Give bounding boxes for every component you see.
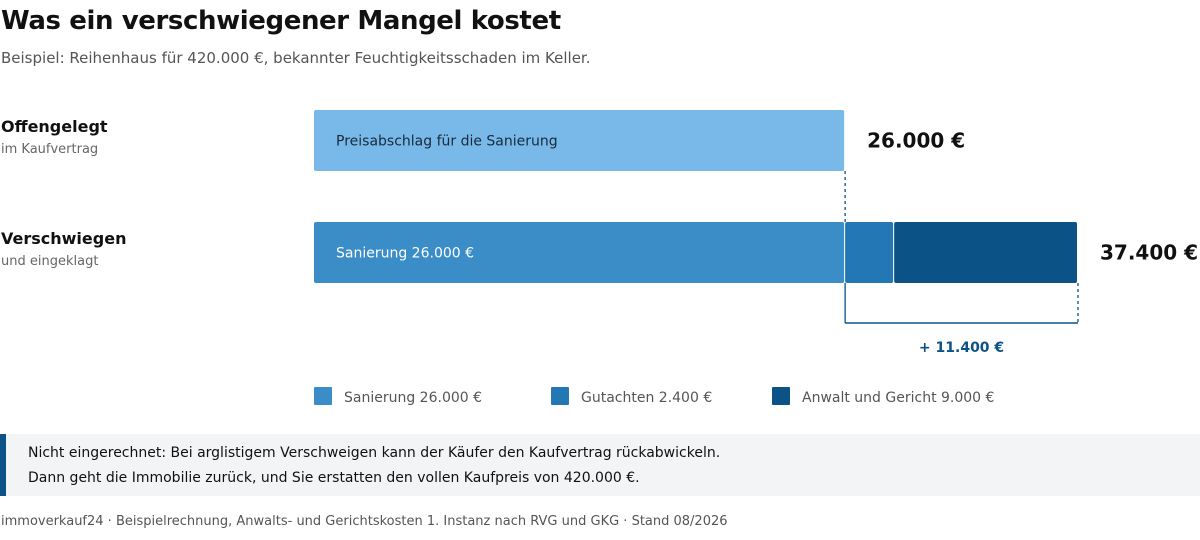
row-label-main: Verschwiegen	[1, 229, 127, 248]
bar-segment	[894, 222, 1077, 283]
row-label-sub: im Kaufvertrag	[1, 142, 99, 157]
bar-inner-label: Preisabschlag für die Sanierung	[336, 134, 558, 150]
legend-label: Anwalt und Gericht 9.000 €	[802, 390, 994, 406]
legend-label: Gutachten 2.400 €	[581, 390, 712, 406]
legend-swatch	[314, 387, 332, 405]
chart-subtitle: Beispiel: Reihenhaus für 420.000 €, beka…	[1, 49, 591, 67]
bar-segment	[314, 110, 845, 171]
cost-chart: Preisabschlag für die Sanierung 26.000 € S…	[314, 110, 1198, 406]
bar-segment	[314, 222, 845, 283]
total-value-label: 37.400 €	[1100, 241, 1198, 265]
chart-title: Was ein verschwiegener Mangel kostet	[1, 6, 561, 36]
total-value-label: 26.000 €	[867, 129, 965, 153]
legend-swatch	[551, 387, 569, 405]
note-box: Nicht eingerechnet: Bei arglistigem Vers…	[0, 434, 1200, 496]
row-label-sub: und eingeklagt	[1, 254, 99, 269]
row-label-offengelegt: Offengelegt im Kaufvertrag	[1, 117, 108, 157]
legend-label: Sanierung 26.000 €	[344, 390, 482, 406]
legend-swatch	[772, 387, 790, 405]
row-label-main: Offengelegt	[1, 117, 108, 136]
note-line-2: Dann geht die Immobilie zurück, und Sie …	[28, 470, 640, 486]
note-line-1: Nicht eingerechnet: Bei arglistigem Vers…	[28, 445, 721, 461]
difference-label: + 11.400 €	[919, 340, 1004, 356]
row-label-verschwiegen: Verschwiegen und eingeklagt	[1, 229, 126, 269]
bar-inner-label: Sanierung 26.000 €	[336, 246, 474, 262]
footer-source: immoverkauf24 · Beispielrechnung, Anwalt…	[1, 514, 728, 529]
bar-segment	[845, 222, 894, 283]
